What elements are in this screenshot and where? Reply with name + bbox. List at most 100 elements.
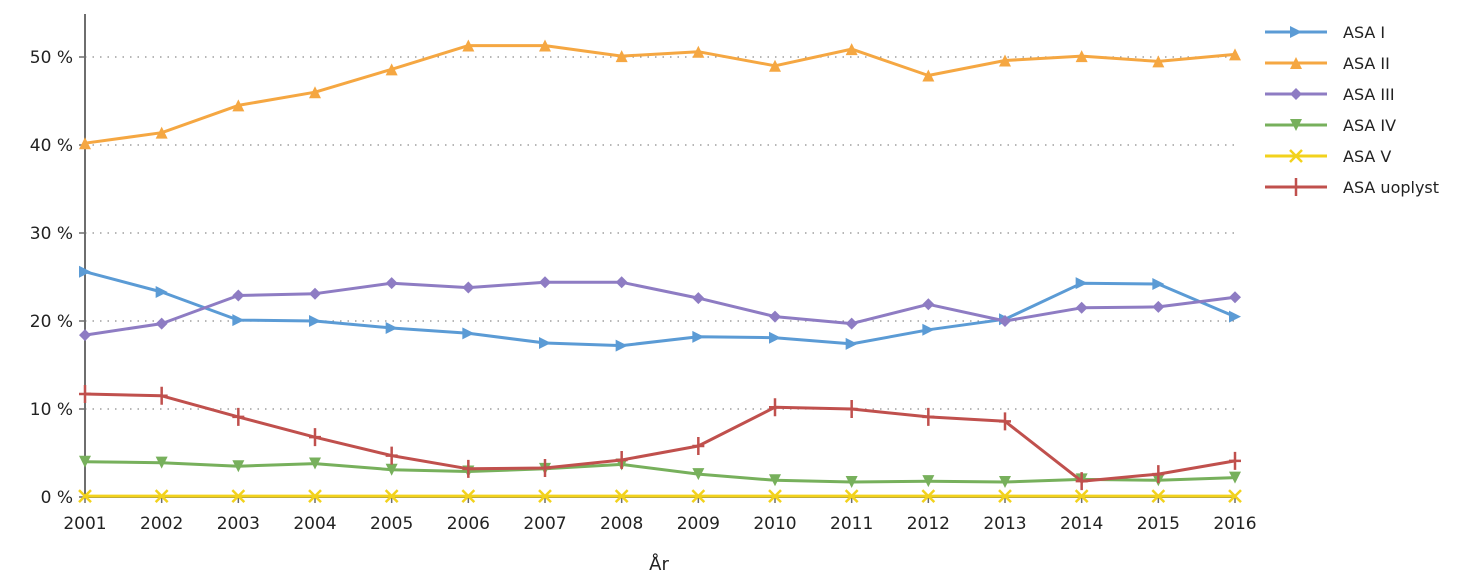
data-point [79, 265, 91, 278]
data-point [999, 412, 1011, 431]
data-point [539, 39, 551, 52]
x-tick-label: 2011 [830, 514, 873, 534]
data-point [769, 331, 781, 344]
legend-item: ASA III [1265, 85, 1395, 104]
x-tick-label: 2009 [677, 514, 720, 534]
data-point [1229, 291, 1241, 304]
data-point [232, 407, 245, 426]
data-point [462, 459, 475, 478]
data-point [462, 281, 475, 294]
y-tick-label: 10 % [30, 400, 73, 420]
data-point [79, 329, 91, 342]
data-point [1075, 277, 1088, 290]
data-point [462, 327, 475, 340]
data-point [78, 489, 92, 504]
legend-item: ASA uoplyst [1265, 178, 1439, 197]
legend-item: ASA I [1265, 23, 1385, 42]
x-tick-label: 2015 [1137, 514, 1180, 534]
data-point [79, 385, 91, 404]
data-point [845, 337, 858, 350]
legend-marker [1290, 178, 1302, 196]
legend-label: ASA uoplyst [1343, 178, 1439, 197]
data-point [539, 458, 551, 477]
x-tick-label: 2014 [1060, 514, 1103, 534]
data-point [1074, 489, 1089, 504]
data-point [692, 330, 705, 343]
data-point [539, 276, 551, 289]
data-point [692, 292, 705, 305]
data-point [615, 339, 628, 352]
x-tick-label: 2004 [293, 514, 336, 534]
data-point [1152, 465, 1165, 484]
data-point [384, 489, 399, 504]
data-point [615, 50, 628, 63]
data-point [309, 86, 321, 99]
x-tick-label: 2008 [600, 514, 643, 534]
series-3 [79, 455, 1241, 489]
data-point [539, 337, 551, 349]
data-point [155, 126, 168, 139]
legend: ASA I ASA II ASA III ASA IV ASA V ASA uoplyst [1265, 23, 1439, 197]
x-tick-label: 2010 [753, 514, 796, 534]
series-line [84, 392, 1236, 483]
data-point [232, 99, 245, 112]
legend-label: ASA II [1343, 54, 1390, 73]
x-tick-label: 2013 [983, 514, 1026, 534]
data-point [308, 489, 322, 504]
series-5 [79, 385, 1241, 491]
data-point [385, 446, 398, 465]
data-point [614, 489, 629, 504]
series-line [84, 280, 1236, 337]
x-tick-label: 2012 [907, 514, 950, 534]
data-point [232, 314, 245, 327]
series-1 [79, 39, 1241, 150]
data-point [1228, 489, 1242, 504]
data-point [999, 54, 1011, 67]
data-point [692, 436, 705, 455]
y-tick-label: 30 % [30, 224, 73, 244]
y-tick-label: 0 % [41, 488, 73, 508]
data-point [922, 323, 935, 336]
data-point [922, 407, 935, 426]
legend-label: ASA IV [1343, 116, 1396, 135]
data-point [692, 45, 705, 58]
data-point [232, 460, 245, 473]
x-tick-label: 2003 [217, 514, 260, 534]
x-tick-label: 2016 [1213, 514, 1256, 534]
legend-label: ASA I [1343, 23, 1385, 42]
y-tick-label: 50 % [30, 48, 73, 68]
x-tick-label: 2001 [63, 514, 106, 534]
legend-item: ASA IV [1265, 116, 1396, 135]
data-point [309, 287, 321, 300]
x-tick-label: 2006 [447, 514, 490, 534]
data-point [615, 451, 628, 470]
series-line [84, 44, 1236, 145]
axes: 0 % 10 % 20 % 30 % 40 % 50 % 2001 2002 2003 2004 2… [30, 14, 1257, 534]
data-point [922, 69, 935, 82]
series-line [84, 460, 1236, 484]
data-point [769, 474, 781, 487]
data-point [922, 475, 935, 488]
x-tick-label: 2007 [523, 514, 566, 534]
data-point [999, 315, 1011, 327]
data-point [385, 463, 398, 476]
legend-item: ASA II [1265, 54, 1390, 73]
data-point [844, 489, 859, 504]
data-point [232, 289, 245, 302]
legend-marker [1290, 26, 1302, 38]
data-point [385, 322, 398, 335]
legend-marker [1290, 57, 1302, 69]
data-point [615, 276, 628, 289]
data-point [1152, 300, 1165, 313]
data-point [845, 400, 858, 418]
data-point [155, 456, 168, 469]
data-point [998, 489, 1012, 504]
legend-marker [1289, 149, 1303, 163]
data-point [155, 317, 168, 330]
data-point [385, 63, 398, 76]
legend-marker [1290, 88, 1302, 100]
data-point [1229, 310, 1241, 323]
data-point [538, 489, 552, 504]
data-point [1075, 301, 1088, 314]
